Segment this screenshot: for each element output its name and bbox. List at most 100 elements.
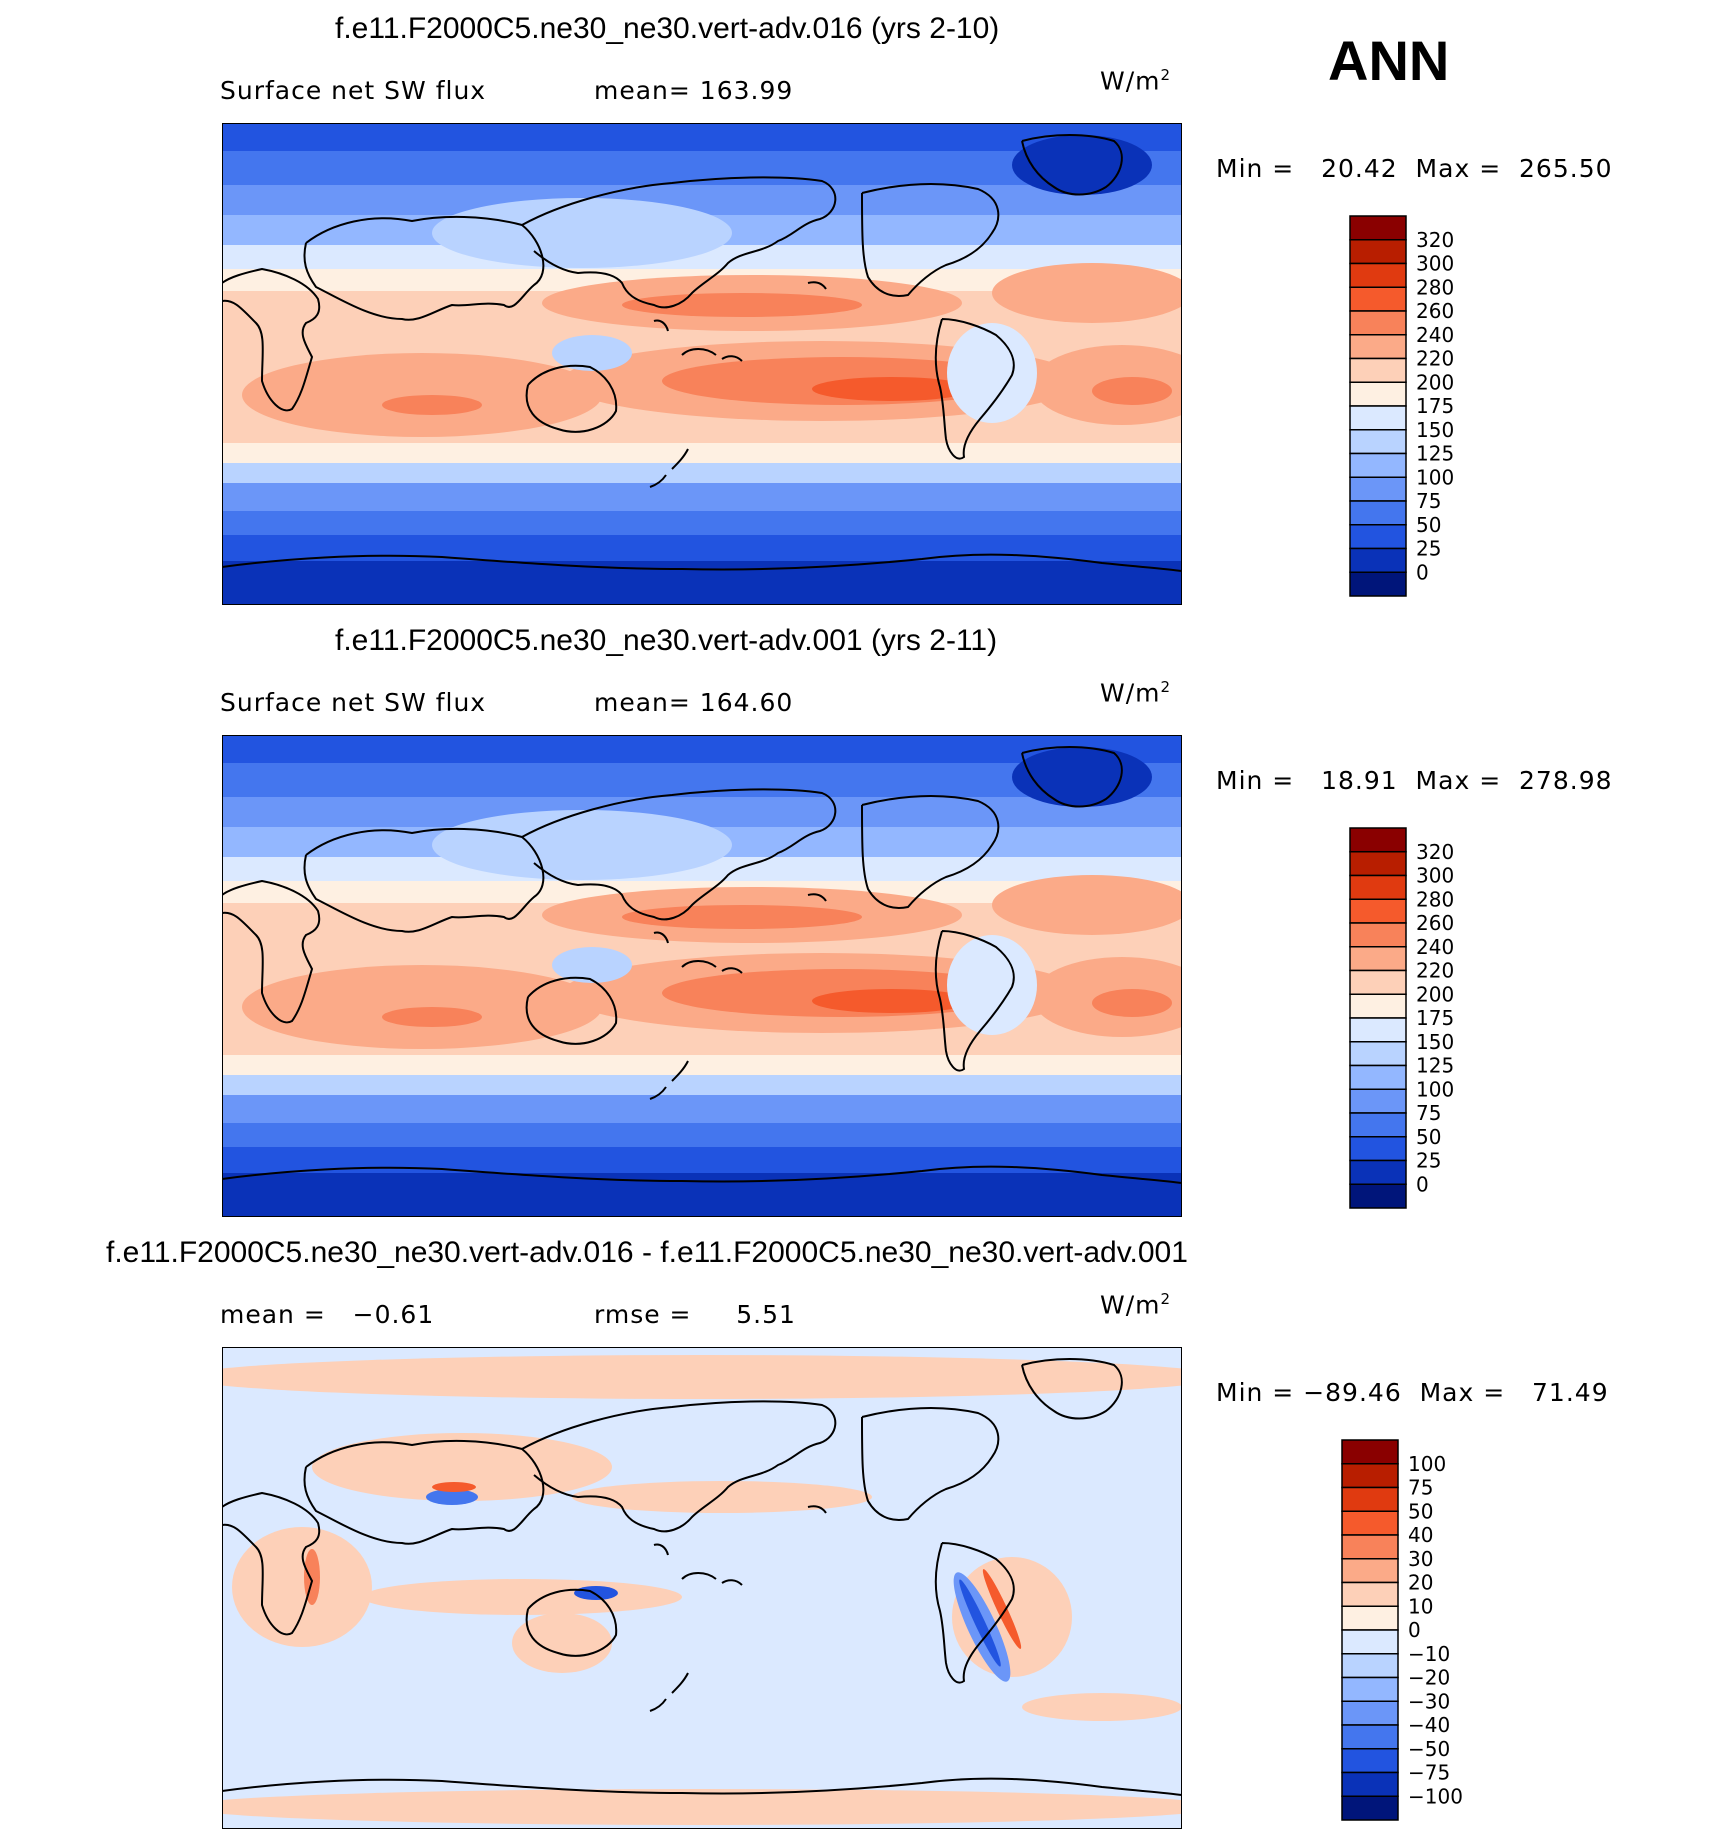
panel2-unit-label: W/m2 xyxy=(1100,678,1172,708)
colorbar-2-tick-label: 25 xyxy=(1416,1149,1441,1173)
panel2-min-max: Min = 18.91 Max = 278.98 xyxy=(1216,766,1613,795)
panel3-map xyxy=(222,1347,1182,1829)
colorbar-3-swatch xyxy=(1341,1724,1399,1750)
panel3-patch-tropics-west xyxy=(362,1579,682,1615)
panel2-mean-label: mean= 164.60 xyxy=(594,688,794,717)
colorbar-2-tick-label: 125 xyxy=(1416,1054,1454,1078)
colorbar-1-tick-label: 280 xyxy=(1416,275,1454,299)
colorbar-1-swatch xyxy=(1349,357,1407,383)
colorbar-3-tick-label: −50 xyxy=(1408,1737,1450,1761)
colorbar-3-tick-label: −75 xyxy=(1408,1761,1450,1785)
colorbar-1-swatch xyxy=(1349,239,1407,265)
panel2-map xyxy=(222,735,1182,1217)
colorbar-2-swatch xyxy=(1349,922,1407,948)
panel2-blob-s-atlantic-core xyxy=(1092,989,1172,1017)
colorbar-2-swatch xyxy=(1349,898,1407,924)
colorbar-2-tick-label: 75 xyxy=(1416,1101,1441,1125)
colorbar-3-swatch xyxy=(1341,1605,1399,1631)
colorbar-3-swatch xyxy=(1341,1795,1399,1821)
colorbar-1-tick-label: 240 xyxy=(1416,323,1454,347)
panel3-patch-tibet-blue xyxy=(426,1489,478,1505)
colorbar-2-swatch xyxy=(1349,1064,1407,1090)
colorbar-1-tick-label: 75 xyxy=(1416,489,1441,513)
colorbar-2-swatch xyxy=(1349,1017,1407,1043)
colorbar-1-swatch xyxy=(1349,286,1407,312)
colorbar-3-swatch xyxy=(1341,1534,1399,1560)
panel3-patch-eurasia xyxy=(312,1433,612,1501)
colorbar-1-tick-label: 220 xyxy=(1416,347,1454,371)
panel3-rmse-label: rmse = 5.51 xyxy=(594,1300,796,1329)
panel2-band-polar-south xyxy=(222,1173,1182,1217)
panel3-patch-s-atlantic xyxy=(1022,1693,1182,1721)
colorbar-1-tick-label: 50 xyxy=(1416,513,1441,537)
colorbar-2-swatch xyxy=(1349,827,1407,853)
panel2-blob-asia xyxy=(432,810,732,880)
panel1-blob-greenland xyxy=(1012,135,1152,195)
panel1-map xyxy=(222,123,1182,605)
colorbar-1-swatch xyxy=(1349,524,1407,550)
colorbar-2-swatch xyxy=(1349,993,1407,1019)
panel1-unit-label: W/m2 xyxy=(1100,66,1172,96)
panel3-patch-australia xyxy=(512,1613,612,1673)
panel1-blob-sa xyxy=(947,323,1037,423)
panel1-band-polar-south xyxy=(222,561,1182,605)
panel3-patch-newguinea xyxy=(574,1586,618,1600)
panel3-patch-north-band xyxy=(222,1355,1182,1399)
colorbar-3-tick-label: −30 xyxy=(1408,1689,1450,1713)
colorbar-3-swatch xyxy=(1341,1558,1399,1584)
colorbar-2-tick-label: 320 xyxy=(1416,840,1454,864)
colorbar-3-swatch xyxy=(1341,1510,1399,1536)
colorbar-2-tick-label: 280 xyxy=(1416,887,1454,911)
panel1-title: f.e11.F2000C5.ne30_ne30.vert-adv.016 (yr… xyxy=(335,12,1000,45)
panel1-mean-label: mean= 163.99 xyxy=(594,76,794,105)
panel2-title: f.e11.F2000C5.ne30_ne30.vert-adv.001 (yr… xyxy=(335,624,998,657)
panel3-title: f.e11.F2000C5.ne30_ne30.vert-adv.016 - f… xyxy=(106,1236,1188,1269)
colorbar-2-swatch xyxy=(1349,1183,1407,1209)
colorbar-1-tick-label: 175 xyxy=(1416,394,1454,418)
panel1-blob-indian xyxy=(242,353,602,437)
colorbar-1-tick-label: 125 xyxy=(1416,442,1454,466)
panel3-unit-label: W/m2 xyxy=(1100,1290,1172,1320)
colorbar-2-swatch xyxy=(1349,1136,1407,1162)
panel3-patch-e-africa xyxy=(304,1549,320,1605)
panel2-blob-indian xyxy=(242,965,602,1049)
colorbar-2-tick-label: 175 xyxy=(1416,1006,1454,1030)
colorbar-1-swatch xyxy=(1349,476,1407,502)
colorbar-3-swatch xyxy=(1341,1486,1399,1512)
colorbar-1-tick-label: 260 xyxy=(1416,299,1454,323)
colorbar-3-swatch xyxy=(1341,1581,1399,1607)
panel3-patch-south-band xyxy=(222,1789,1182,1825)
colorbar-3-tick-label: −40 xyxy=(1408,1713,1450,1737)
colorbar-1-swatch xyxy=(1349,429,1407,455)
panel2-blob-sa xyxy=(947,935,1037,1035)
panel1-blob-n-atlantic xyxy=(992,263,1182,323)
colorbar-3-tick-label: 40 xyxy=(1408,1523,1433,1547)
colorbar-1-swatch xyxy=(1349,571,1407,597)
panel1-coastlines xyxy=(222,134,1182,572)
colorbar-1-swatch xyxy=(1349,381,1407,407)
colorbar-3-swatch xyxy=(1341,1748,1399,1774)
colorbar-2-swatch xyxy=(1349,1088,1407,1114)
colorbar-3-tick-label: 0 xyxy=(1408,1618,1421,1642)
colorbar-3-swatch xyxy=(1341,1700,1399,1726)
colorbar-1-swatch xyxy=(1349,547,1407,573)
colorbar-2-swatch xyxy=(1349,1159,1407,1185)
colorbar-3-tick-label: 75 xyxy=(1408,1476,1433,1500)
panel2-blob-n-pacific-core xyxy=(622,905,862,929)
colorbar-3-tick-label: 100 xyxy=(1408,1452,1446,1476)
colorbar-3-swatch xyxy=(1341,1676,1399,1702)
panel1-min-max: Min = 20.42 Max = 265.50 xyxy=(1216,154,1613,183)
colorbar-1-swatch xyxy=(1349,405,1407,431)
colorbar-3-swatch xyxy=(1341,1653,1399,1679)
panel1-blob-asia xyxy=(432,198,732,268)
colorbar-3-swatch xyxy=(1341,1771,1399,1797)
colorbar-1-tick-label: 150 xyxy=(1416,418,1454,442)
panel1-blob-maritime xyxy=(552,335,632,371)
colorbar-1-tick-label: 320 xyxy=(1416,228,1454,252)
colorbar-2-swatch xyxy=(1349,874,1407,900)
panel2-blob-n-atlantic xyxy=(992,875,1182,935)
panel1-band-s60 xyxy=(222,535,1182,565)
colorbar-1-tick-label: 0 xyxy=(1416,560,1429,584)
